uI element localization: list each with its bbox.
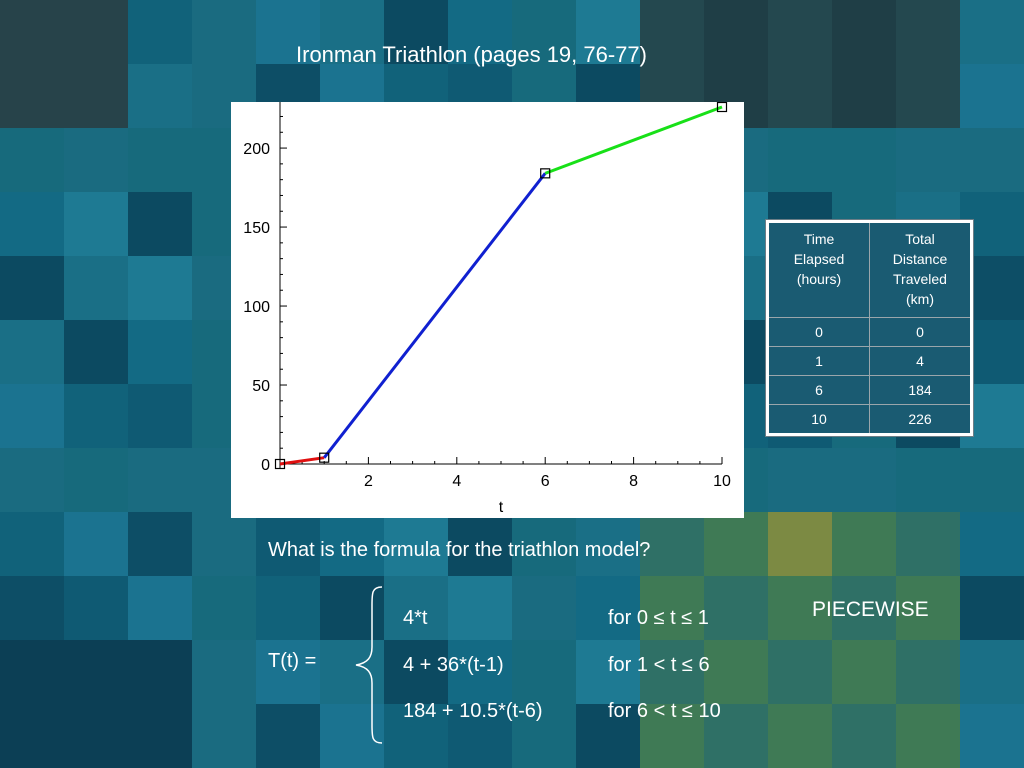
series-line-3 xyxy=(544,105,723,175)
chart-panel: 2 4 6 8 10 0 50 100 150 200 t xyxy=(231,102,744,518)
table-header-time: Time Elapsed (hours) xyxy=(767,221,870,318)
table-cell-distance: 184 xyxy=(869,375,972,405)
x-axis-label: t xyxy=(499,499,504,516)
table-cell-distance: 0 xyxy=(869,317,972,347)
y-tick-label: 200 xyxy=(243,141,270,158)
y-tick-label: 50 xyxy=(252,378,270,395)
slide-title: Ironman Triathlon (pages 19, 76-77) xyxy=(296,42,647,67)
y-tick-label: 100 xyxy=(243,299,270,316)
y-tick-label: 150 xyxy=(243,220,270,237)
x-tick-label: 4 xyxy=(452,473,461,490)
x-tick-label: 8 xyxy=(629,473,638,490)
data-point-marker xyxy=(716,102,728,113)
piece-1-cond: for 0 ≤ t ≤ 1 xyxy=(608,607,709,629)
left-brace xyxy=(355,586,383,744)
data-point-marker xyxy=(274,458,286,470)
table-header-row: Time Elapsed (hours) Total Distance Traveled… xyxy=(767,221,972,318)
table-cell-distance: 4 xyxy=(869,346,972,376)
data-point-marker xyxy=(319,452,330,463)
piece-3-cond: for 6 < t ≤ 10 xyxy=(608,700,721,722)
series-line-1 xyxy=(279,456,325,466)
table-cell-time: 10 xyxy=(767,404,870,435)
series-line-2 xyxy=(323,172,547,459)
x-tick-label: 2 xyxy=(364,473,373,490)
table-header-distance: Total Distance Traveled (km) xyxy=(869,221,972,318)
piece-2-expr: 4 + 36*(t-1) xyxy=(403,654,504,676)
question-text: What is the formula for the triathlon mo… xyxy=(268,539,651,561)
data-point-marker xyxy=(540,168,551,179)
piece-3-expr: 184 + 10.5*(t-6) xyxy=(403,700,543,722)
data-table: Time Elapsed (hours) Total Distance Traveled… xyxy=(766,220,973,436)
table-cell-time: 6 xyxy=(767,375,870,405)
table-cell-distance: 226 xyxy=(869,404,972,435)
table-row: 6 184 xyxy=(767,375,972,405)
y-tick-label: 0 xyxy=(261,457,270,474)
table-cell-time: 0 xyxy=(767,317,870,347)
x-tick-label: 6 xyxy=(541,473,550,490)
formula-lhs: T(t) = xyxy=(268,650,317,672)
table-body: 0 0 1 4 6 184 10 226 xyxy=(767,317,972,435)
table-cell-time: 1 xyxy=(767,346,870,376)
table-row: 10 226 xyxy=(767,404,972,435)
piecewise-label: PIECEWISE xyxy=(812,598,929,621)
x-tick-label: 10 xyxy=(713,473,731,490)
piece-2-cond: for 1 < t ≤ 6 xyxy=(608,654,710,676)
piece-1-expr: 4*t xyxy=(403,607,428,629)
